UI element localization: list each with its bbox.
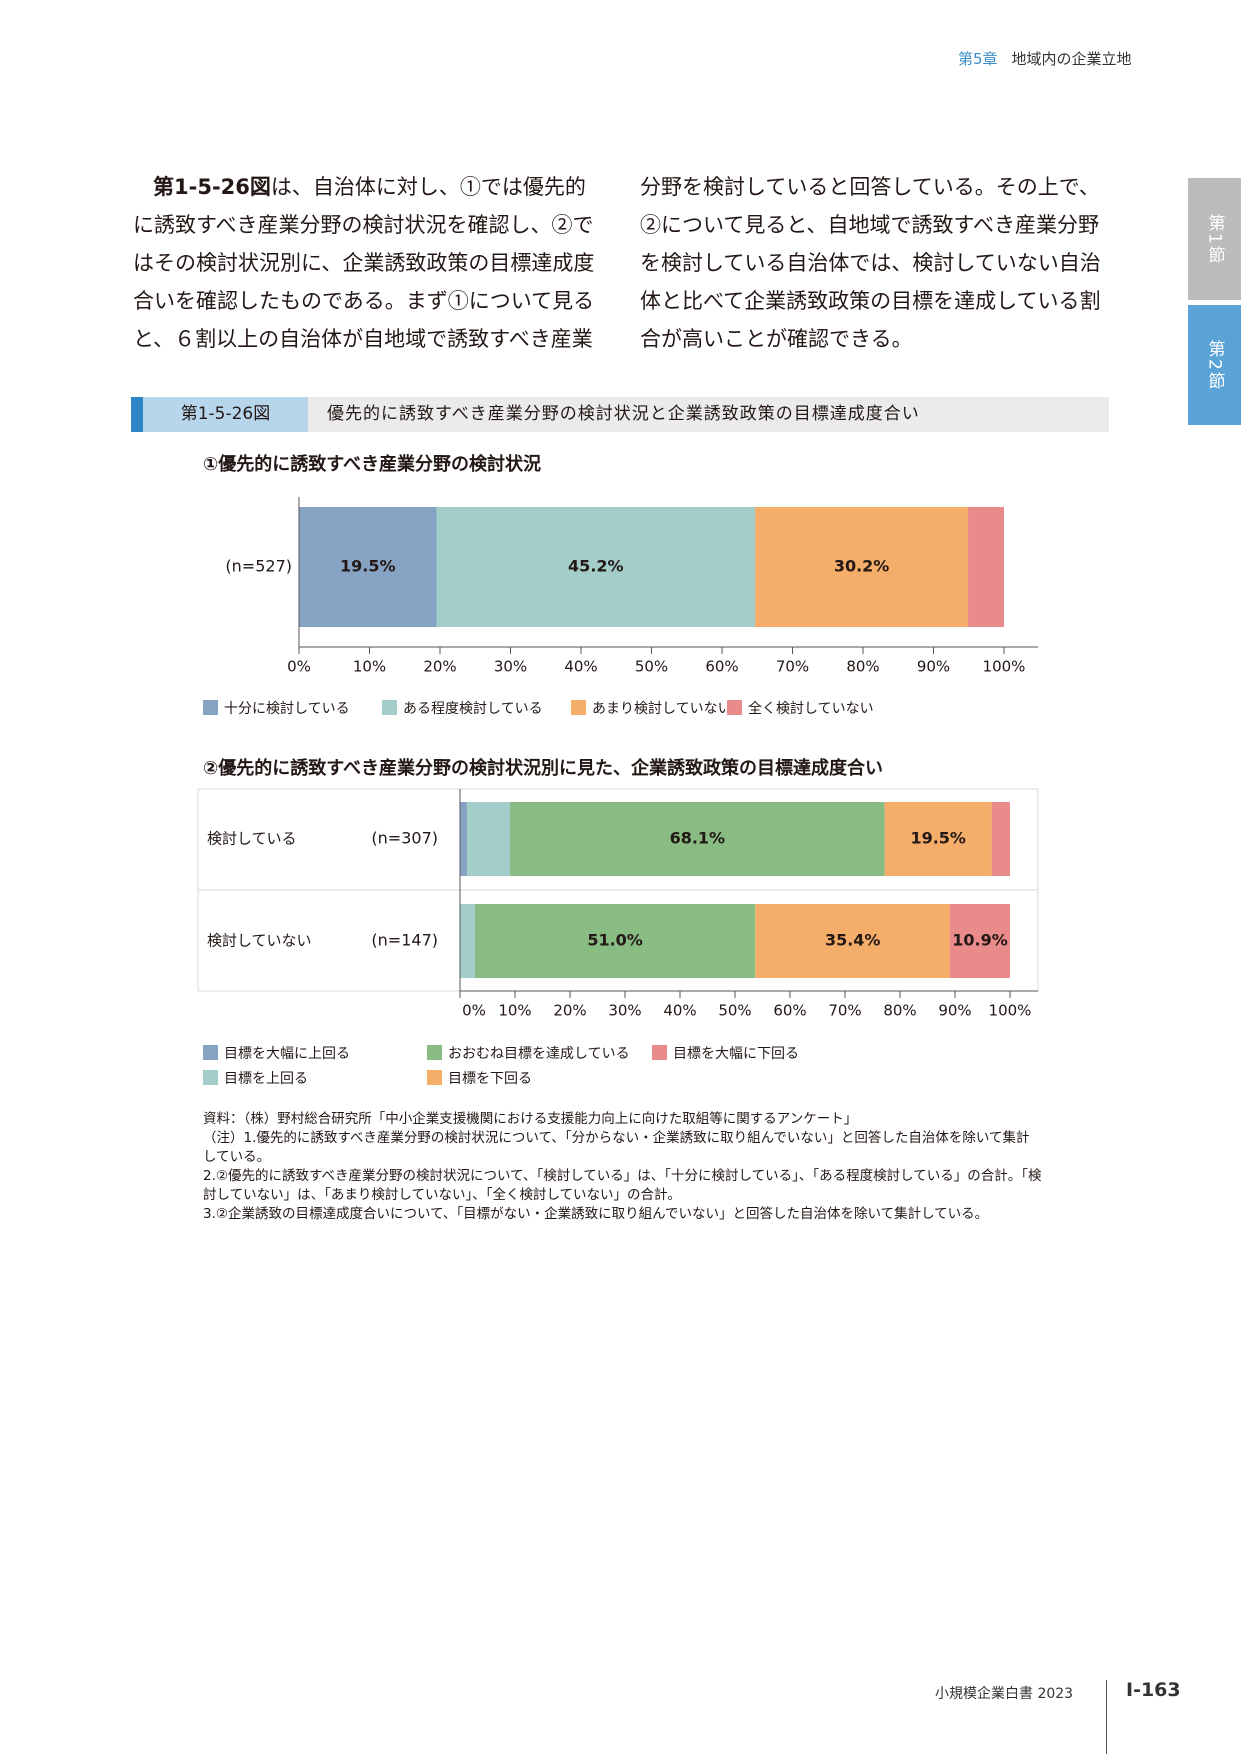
note-3: 3.②企業誘致の目標達成度合いについて、「目標がない・企業誘致に取り組んでいない… [203, 1206, 989, 1222]
chart1-tick-label: 80% [846, 658, 879, 676]
chart2-tick-label: 20% [553, 1002, 586, 1020]
chart1-tick-label: 10% [353, 658, 386, 676]
chart1-title: ①優先的に誘致すべき産業分野の検討状況 [203, 454, 541, 475]
chart2-tick-label: 60% [773, 1002, 806, 1020]
chart1-tick-label: 50% [635, 658, 668, 676]
notes: 資料：（株）野村総合研究所「中小企業支援機関における支援能力向上に向けた取組等に… [203, 1110, 1043, 1224]
chart1-data-label: 19.5% [340, 557, 396, 576]
figure-reference: 第1-5-26図 [153, 175, 271, 199]
chart2-title: ②優先的に誘致すべき産業分野の検討状況別に見た、企業誘致政策の目標達成度合い [203, 758, 883, 779]
page-number: Ⅰ-163 [1126, 1679, 1181, 1701]
chart2-bar-segment [460, 802, 468, 876]
chart2-legend-label: 目標を大幅に上回る [224, 1046, 350, 1062]
chart1-tick-label: 90% [917, 658, 950, 676]
chart1-legend-label: あまり検討していない [592, 701, 732, 717]
figure-title-accent [131, 397, 143, 432]
chapter-number: 第5章 [958, 50, 998, 68]
chart2-legend-swatch [427, 1045, 442, 1060]
chart2-legend-item: 目標を下回る [427, 1068, 532, 1088]
chart2-tick-label: 70% [828, 1002, 861, 1020]
chart1-category-label: (n=527) [225, 557, 292, 576]
chart2-tick-label: 10% [498, 1002, 531, 1020]
chart2-legend-item: 目標を大幅に下回る [652, 1043, 799, 1063]
chart1-legend-label: ある程度検討している [403, 701, 543, 717]
chapter-header: 第5章 地域内の企業立地 [958, 48, 1132, 69]
chapter-title: 地域内の企業立地 [1011, 50, 1132, 68]
chart2-legend-swatch [427, 1070, 442, 1085]
chart1-bar-segment [755, 507, 969, 627]
chart1-bar-segment [299, 507, 437, 627]
chart2-legend-swatch [652, 1045, 667, 1060]
chart1-legend-swatch [382, 700, 397, 715]
chart2-legend-item: 目標を上回る [203, 1068, 308, 1088]
chart1-legend-item: ある程度検討している [382, 698, 543, 718]
chart1-legend-item: 十分に検討している [203, 698, 350, 718]
chart2-category-n: (n=307) [371, 829, 438, 848]
chart1-tick-label: 100% [983, 658, 1026, 676]
chart2-legend-label: 目標を下回る [448, 1071, 532, 1087]
chart1-bar-segment [968, 507, 1004, 627]
chart1-legend-swatch [571, 700, 586, 715]
chart2-bar-segment [950, 904, 1010, 978]
chart1-tick-label: 60% [705, 658, 738, 676]
figure-title-bar: 第1-5-26図 優先的に誘致すべき産業分野の検討状況と企業誘致政策の目標達成度… [131, 397, 1109, 432]
chart2-legend-item: おおむね目標を達成している [427, 1043, 630, 1063]
chart2-bar-segment [467, 802, 511, 876]
side-tab-section-2[interactable]: 第2節 [1188, 305, 1241, 425]
chart2-tick-label: 40% [663, 1002, 696, 1020]
chart2-category-label: 検討していない [207, 932, 312, 950]
chart2-legend-label: 目標を上回る [224, 1071, 308, 1087]
figure-title: 優先的に誘致すべき産業分野の検討状況と企業誘致政策の目標達成度合い [327, 404, 920, 424]
footer-divider [1106, 1680, 1107, 1754]
chart2-tick-label: 30% [608, 1002, 641, 1020]
chart2-bar-segment [755, 904, 951, 978]
chart2-legend-swatch [203, 1070, 218, 1085]
chart2-bar-segment [460, 904, 475, 978]
body-text-1: は、自治体に対し、①では優先的に誘致すべき産業分野の検討状況を確認し、②ではその… [133, 175, 595, 351]
chart1-legend-label: 十分に検討している [224, 701, 350, 717]
chart2-tick-label: 0% [462, 1002, 486, 1020]
chart1-tick-label: 40% [564, 658, 597, 676]
source-note: 資料：（株）野村総合研究所「中小企業支援機関における支援能力向上に向けた取組等に… [203, 1111, 858, 1127]
chart2-bar-segment [884, 802, 992, 876]
chart1-tick-label: 20% [423, 658, 456, 676]
chart1-legend-label: 全く検討していない [748, 701, 874, 717]
chart2-tick-label: 90% [938, 1002, 971, 1020]
chart1-tick-label: 0% [287, 658, 311, 676]
note-2: 2.②優先的に誘致すべき産業分野の検討状況について、「検討している」は、「十分に… [203, 1168, 1042, 1203]
chart2-data-label: 35.4% [825, 931, 881, 950]
side-tab-section-1[interactable]: 第1節 [1188, 178, 1241, 300]
chart1-legend-swatch [727, 700, 742, 715]
chart2-category-label: 検討している [207, 830, 297, 848]
chart2-data-label: 51.0% [587, 931, 643, 950]
note-1: （注）1.優先的に誘致すべき産業分野の検討状況について、「分からない・企業誘致に… [203, 1130, 1030, 1165]
chart2-legend-item: 目標を大幅に上回る [203, 1043, 350, 1063]
chart2-tick-label: 100% [989, 1002, 1032, 1020]
chart1-bar-segment [436, 507, 756, 627]
figure-number: 第1-5-26図 [143, 397, 308, 432]
chart2-legend-swatch [203, 1045, 218, 1060]
chart2-tick-label: 80% [883, 1002, 916, 1020]
chart1-tick-label: 30% [494, 658, 527, 676]
chart1-tick-label: 70% [776, 658, 809, 676]
chart2-bar-segment [474, 904, 756, 978]
footer-book-title: 小規模企業白書 2023 [935, 1686, 1074, 1702]
chart2-tick-label: 50% [718, 1002, 751, 1020]
chart2-data-label: 10.9% [952, 931, 1008, 950]
body-text-column-1: 第1-5-26図は、自治体に対し、①では優先的に誘致すべき産業分野の検討状況を確… [133, 168, 603, 358]
chart1-data-label: 45.2% [568, 557, 624, 576]
body-text-column-2: 分野を検討していると回答している。その上で、②について見ると、自地域で誘致すべき… [640, 175, 1101, 351]
chart2-data-label: 68.1% [670, 829, 726, 848]
chart2-bar-segment [991, 802, 1010, 876]
chart1-legend-item: あまり検討していない [571, 698, 732, 718]
chart2-legend-label: おおむね目標を達成している [448, 1046, 630, 1062]
chart2-bar-segment [510, 802, 885, 876]
chart2-category-n: (n=147) [371, 931, 438, 950]
chart1-legend-item: 全く検討していない [727, 698, 874, 718]
chart1-data-label: 30.2% [834, 557, 890, 576]
chart2-legend-label: 目標を大幅に下回る [673, 1046, 799, 1062]
chart2-data-label: 19.5% [910, 829, 966, 848]
chart1-legend-swatch [203, 700, 218, 715]
